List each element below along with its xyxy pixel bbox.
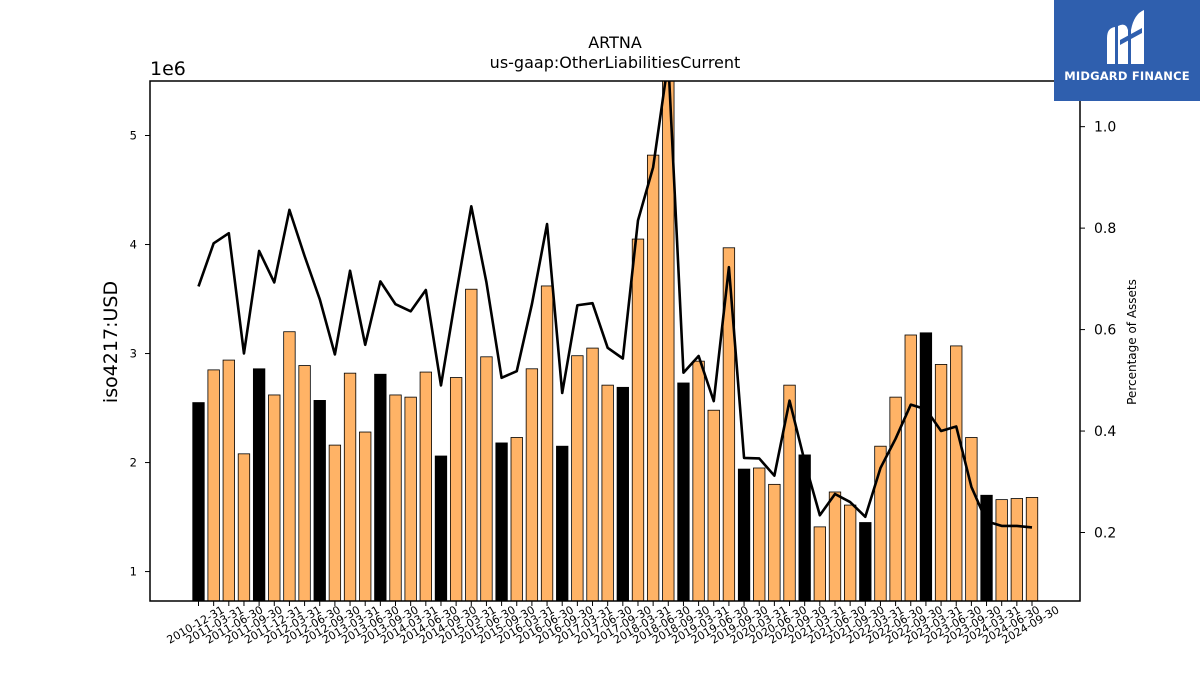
bar xyxy=(419,371,432,601)
y-tick-label: 1 xyxy=(130,565,137,579)
bar xyxy=(404,396,417,601)
bar xyxy=(510,437,523,601)
bar xyxy=(465,288,478,601)
bar xyxy=(753,467,766,601)
bar xyxy=(480,356,493,601)
plot-frame xyxy=(149,80,1081,602)
y-axis-label: iso4217:USD xyxy=(100,281,122,403)
bar xyxy=(950,345,963,601)
bar xyxy=(1010,498,1023,601)
bar xyxy=(662,81,675,601)
bar xyxy=(980,494,993,601)
bar xyxy=(434,455,448,601)
bar xyxy=(525,368,539,601)
bar xyxy=(646,154,660,601)
bar xyxy=(844,504,857,601)
bar xyxy=(268,394,281,601)
bar xyxy=(495,442,508,601)
y-offset-label: 1e6 xyxy=(150,58,186,80)
bar xyxy=(919,332,933,601)
bar xyxy=(298,365,311,601)
bar xyxy=(237,453,251,601)
bar xyxy=(374,373,387,601)
plot-area: 123450.20.40.60.81.02010-12-312011-03-31… xyxy=(130,80,1116,647)
bar xyxy=(995,499,1008,601)
bar xyxy=(313,400,326,601)
bar xyxy=(601,384,614,601)
bar xyxy=(737,468,751,601)
bar xyxy=(222,359,235,601)
y2-tick-label: 0.8 xyxy=(1094,221,1116,237)
percentage-line xyxy=(197,81,1033,529)
bar xyxy=(889,396,902,601)
bar xyxy=(934,364,948,601)
midgard-logo-icon xyxy=(1107,10,1144,65)
y2-tick-label: 0.4 xyxy=(1094,424,1116,440)
bar xyxy=(677,382,690,601)
bar xyxy=(343,372,357,601)
bar xyxy=(359,431,372,601)
y-tick-label: 2 xyxy=(130,456,137,470)
bar xyxy=(783,384,796,601)
bar xyxy=(692,360,705,601)
bar xyxy=(192,402,205,601)
y2-tick-label: 1.0 xyxy=(1094,120,1116,136)
y-tick-label: 4 xyxy=(130,238,137,252)
brand-badge: MIDGARD FINANCE xyxy=(1054,0,1200,101)
bar xyxy=(722,247,736,601)
chart-title: ARTNA xyxy=(588,33,642,52)
bar xyxy=(571,355,584,601)
y-tick-label: 3 xyxy=(130,347,137,361)
bar xyxy=(707,409,720,601)
chart-subtitle: us-gaap:OtherLiabilitiesCurrent xyxy=(490,53,741,72)
bar xyxy=(1025,497,1039,601)
bar xyxy=(859,522,872,601)
y-tick-label: 5 xyxy=(130,129,137,143)
bar xyxy=(813,526,826,601)
bar xyxy=(874,445,887,601)
y2-tick-label: 0.2 xyxy=(1094,526,1116,542)
bar xyxy=(283,331,296,601)
bar xyxy=(586,347,599,601)
bar xyxy=(828,491,842,601)
bar xyxy=(798,454,811,601)
brand-name: MIDGARD FINANCE xyxy=(1064,69,1190,83)
bar xyxy=(449,377,463,601)
bar xyxy=(556,445,569,601)
bar xyxy=(207,369,220,601)
bar-series xyxy=(192,81,1039,601)
bar xyxy=(768,483,781,601)
bar xyxy=(328,444,342,601)
bar xyxy=(616,386,629,601)
bar xyxy=(631,238,645,601)
y2-axis-label: Percentage of Assets xyxy=(1125,279,1139,405)
y2-tick-label: 0.6 xyxy=(1094,323,1116,339)
bar xyxy=(904,334,917,601)
bar xyxy=(540,285,554,601)
bar xyxy=(252,368,266,601)
bar xyxy=(389,394,402,601)
bar xyxy=(965,437,978,601)
